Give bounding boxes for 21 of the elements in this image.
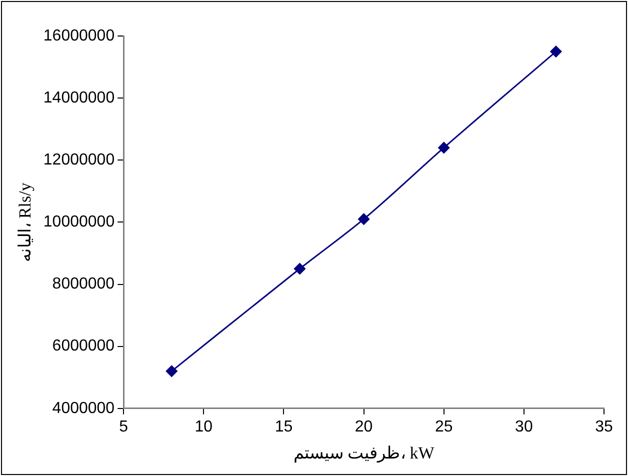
y-tick-label: 12000000 (43, 152, 115, 169)
y-tick-label: 6000000 (52, 338, 115, 355)
point (294, 263, 306, 274)
x-tick-label: 35 (595, 418, 613, 436)
x-tick-label: 15 (274, 418, 293, 436)
point (438, 142, 450, 154)
y-tick-label: 4000000 (52, 400, 115, 417)
x-tick-label: 30 (515, 418, 533, 436)
y-tick-label: 10000000 (43, 214, 115, 231)
x-axis-title: ظرفیت سیستم، kW (293, 443, 436, 464)
y-tick-label: 14000000 (43, 89, 115, 106)
x-tick-label: 5 (119, 418, 128, 436)
x-tick-label: 20 (354, 418, 373, 436)
x-tick-label: 25 (434, 418, 453, 436)
y-tick-label: 16000000 (43, 27, 115, 44)
y-axis-title: الیانه، Rls/y (16, 182, 35, 262)
point (166, 365, 178, 377)
x-tick-label: 10 (194, 418, 213, 436)
point (550, 46, 562, 58)
y-tick-label: 8000000 (52, 276, 115, 293)
point (358, 213, 370, 225)
